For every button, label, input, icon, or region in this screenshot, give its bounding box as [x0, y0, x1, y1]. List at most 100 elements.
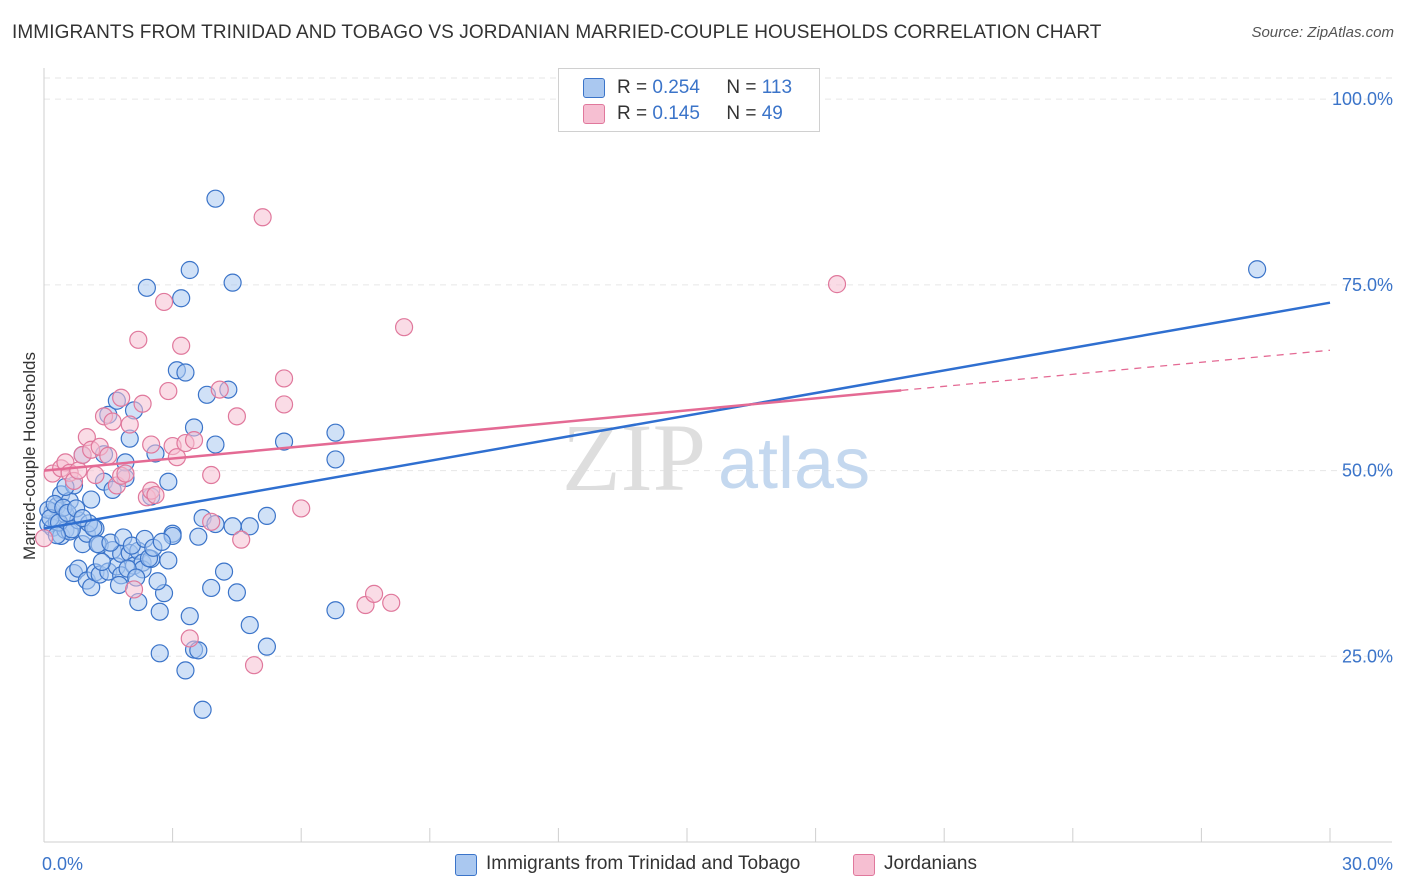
data-point-trinidad-tobago — [206, 189, 225, 208]
legend-label-jordanians: Jordanians — [884, 853, 977, 874]
data-point-jordanians — [129, 330, 148, 349]
data-point-jordanians — [274, 395, 294, 414]
data-point-jordanians — [274, 369, 294, 388]
data-point-jordanians — [112, 388, 131, 407]
data-point-trinidad-tobago — [257, 506, 277, 525]
trendline-jordanians-projection — [901, 349, 1331, 391]
series-jordanians-points — [34, 208, 847, 675]
data-point-trinidad-tobago — [193, 700, 212, 719]
data-point-trinidad-tobago — [159, 472, 178, 491]
data-point-trinidad-tobago — [109, 575, 129, 595]
data-point-jordanians — [210, 380, 229, 399]
data-point-trinidad-tobago — [159, 551, 178, 570]
data-point-jordanians — [133, 394, 152, 413]
trendline-trinidad-tobago — [43, 301, 1331, 530]
legend-swatch-pink — [583, 104, 605, 124]
n-value-blue: 113 — [761, 77, 793, 98]
data-point-trinidad-tobago — [257, 637, 277, 656]
data-point-trinidad-tobago — [240, 517, 259, 536]
data-point-jordanians — [180, 629, 199, 648]
data-point-jordanians — [292, 499, 311, 518]
data-point-trinidad-tobago — [176, 661, 195, 680]
data-point-trinidad-tobago — [223, 273, 242, 292]
y-tick-label: 50.0% — [1342, 461, 1393, 481]
data-point-jordanians — [103, 412, 122, 431]
legend-swatch-pink — [853, 854, 875, 876]
data-point-jordanians — [227, 407, 246, 426]
data-point-trinidad-tobago — [240, 615, 259, 635]
data-point-trinidad-tobago — [172, 289, 191, 308]
data-point-trinidad-tobago — [150, 602, 169, 621]
legend-swatch-blue — [583, 78, 605, 98]
data-point-jordanians — [124, 580, 144, 599]
trend-lines — [43, 301, 1331, 530]
legend-swatch-blue — [455, 854, 477, 876]
data-point-trinidad-tobago — [180, 607, 199, 626]
data-point-trinidad-tobago — [227, 583, 246, 602]
data-point-trinidad-tobago — [206, 435, 225, 454]
data-point-jordanians — [69, 461, 88, 480]
data-point-jordanians — [146, 485, 165, 505]
chart-source: Source: ZipAtlas.com — [1251, 24, 1394, 41]
trendline-jordanians — [43, 389, 902, 472]
data-point-trinidad-tobago — [274, 432, 294, 451]
y-tick-label: 25.0% — [1342, 646, 1393, 666]
series-trinidad-tobago-points — [39, 189, 1267, 719]
data-point-jordanians — [232, 530, 251, 549]
gridlines — [44, 77, 1392, 657]
data-point-trinidad-tobago — [189, 527, 208, 546]
r-label: R = — [617, 77, 648, 98]
x-tick-label-min: 0.0% — [42, 854, 83, 874]
n-label: N = — [726, 103, 757, 124]
data-point-jordanians — [253, 208, 272, 227]
data-point-jordanians — [382, 593, 401, 612]
data-point-jordanians — [142, 435, 161, 454]
axes — [43, 68, 1392, 843]
y-tick-label: 75.0% — [1342, 275, 1393, 295]
y-tick-labels: 25.0% 50.0% 75.0% 100.0% — [1332, 89, 1393, 666]
data-point-jordanians — [120, 415, 139, 434]
data-point-jordanians — [202, 465, 221, 485]
data-point-trinidad-tobago — [148, 572, 167, 591]
data-point-jordanians — [86, 465, 105, 485]
watermark-atlas: atlas — [718, 424, 870, 504]
data-point-trinidad-tobago — [150, 644, 169, 663]
n-value-pink: 49 — [761, 103, 783, 124]
data-point-jordanians — [184, 431, 204, 450]
data-point-jordanians — [364, 584, 384, 603]
data-point-jordanians — [159, 381, 178, 401]
data-point-trinidad-tobago — [152, 532, 171, 551]
data-point-jordanians — [202, 512, 221, 531]
data-point-trinidad-tobago — [1248, 260, 1267, 279]
data-point-trinidad-tobago — [202, 578, 221, 598]
chart-title: IMMIGRANTS FROM TRINIDAD AND TOBAGO VS J… — [12, 22, 1102, 43]
data-point-jordanians — [99, 446, 118, 465]
watermark: ZIP atlas — [562, 404, 870, 511]
data-point-jordanians — [827, 275, 847, 294]
data-point-jordanians — [244, 656, 264, 675]
data-point-jordanians — [394, 318, 414, 337]
data-point-trinidad-tobago — [326, 450, 345, 469]
r-value-pink: 0.145 — [652, 103, 700, 124]
watermark-zip: ZIP — [562, 404, 706, 511]
data-point-jordanians — [116, 464, 135, 483]
x-tick-label-max: 30.0% — [1342, 854, 1393, 874]
data-point-trinidad-tobago — [214, 562, 234, 581]
data-point-trinidad-tobago — [92, 552, 111, 572]
data-point-trinidad-tobago — [180, 260, 199, 280]
r-label: R = — [617, 103, 648, 124]
data-point-trinidad-tobago — [326, 423, 345, 442]
data-point-jordanians — [154, 292, 174, 312]
data-point-trinidad-tobago — [326, 601, 345, 620]
data-point-trinidad-tobago — [176, 363, 195, 382]
data-point-jordanians — [172, 336, 191, 355]
r-value-blue: 0.254 — [652, 77, 700, 98]
data-point-trinidad-tobago — [82, 490, 101, 509]
n-label: N = — [726, 77, 757, 98]
series-legend: Immigrants from Trinidad and Tobago Jord… — [0, 852, 1406, 878]
data-point-trinidad-tobago — [137, 278, 156, 297]
data-point-jordanians — [34, 529, 54, 548]
stats-legend: R = 0.254 N = 113 R = 0.145 N = 49 — [558, 68, 820, 132]
legend-label-trinidad-tobago: Immigrants from Trinidad and Tobago — [486, 853, 801, 874]
